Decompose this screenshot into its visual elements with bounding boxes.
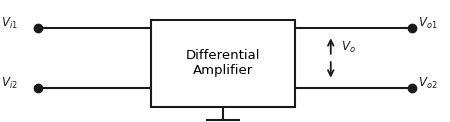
Bar xyxy=(151,20,295,107)
Text: $V_{o2}$: $V_{o2}$ xyxy=(418,75,437,91)
Text: $V_o$: $V_o$ xyxy=(341,39,356,55)
Text: $V_{o1}$: $V_{o1}$ xyxy=(418,16,437,31)
Text: Differential
Amplifier: Differential Amplifier xyxy=(185,49,260,77)
Text: $V_{i2}$: $V_{i2}$ xyxy=(1,75,18,91)
Text: $V_{i1}$: $V_{i1}$ xyxy=(1,16,18,31)
